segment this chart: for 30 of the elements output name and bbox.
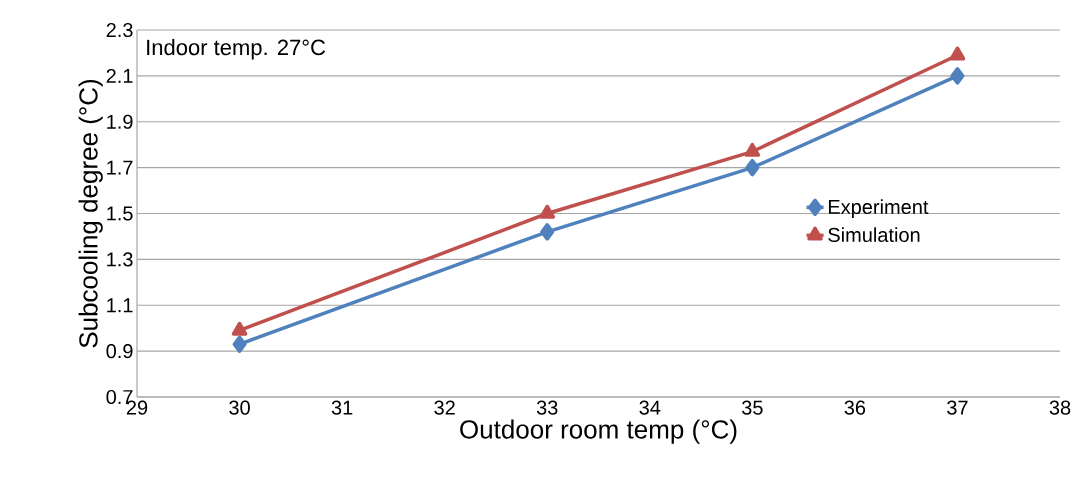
point (744, 142, 761, 157)
x-tick-label: 31 (331, 400, 353, 415)
y-axis-title: Subcooling degree (°C) (78, 79, 103, 348)
y-tick-label: 2.1 (106, 68, 133, 83)
y-tick-label: 0.9 (106, 344, 133, 359)
y-tick-label: 1.3 (107, 252, 133, 267)
x-tick-label: 38 (1049, 400, 1071, 415)
x-axis-title: Outdoor room temp (°C) (460, 419, 737, 444)
x-tick-label: 36 (844, 400, 866, 415)
legend-label: Experiment (828, 199, 929, 218)
point (539, 204, 556, 219)
annotation: Indoor temp. 27°C (147, 39, 326, 60)
x-tick-label: 32 (434, 400, 455, 415)
x-tick-label: 33 (536, 400, 558, 415)
y-tick-label: 2.3 (106, 22, 133, 38)
x-tick-label: 35 (741, 400, 763, 415)
point (950, 67, 965, 85)
y-tick-label: 1.5 (107, 206, 133, 221)
point (540, 223, 555, 241)
point (745, 158, 760, 177)
legend-label: Simulation (828, 227, 920, 243)
y-tick-label: 1.7 (107, 160, 133, 175)
y-tick-label: 1.9 (107, 114, 133, 129)
point (949, 46, 966, 61)
point (231, 321, 248, 336)
y-tick-label: 1.1 (107, 298, 133, 313)
point (232, 335, 247, 353)
x-tick-label: 37 (947, 400, 968, 415)
x-tick-label: 34 (639, 400, 661, 415)
x-tick-label: 30 (229, 400, 250, 415)
